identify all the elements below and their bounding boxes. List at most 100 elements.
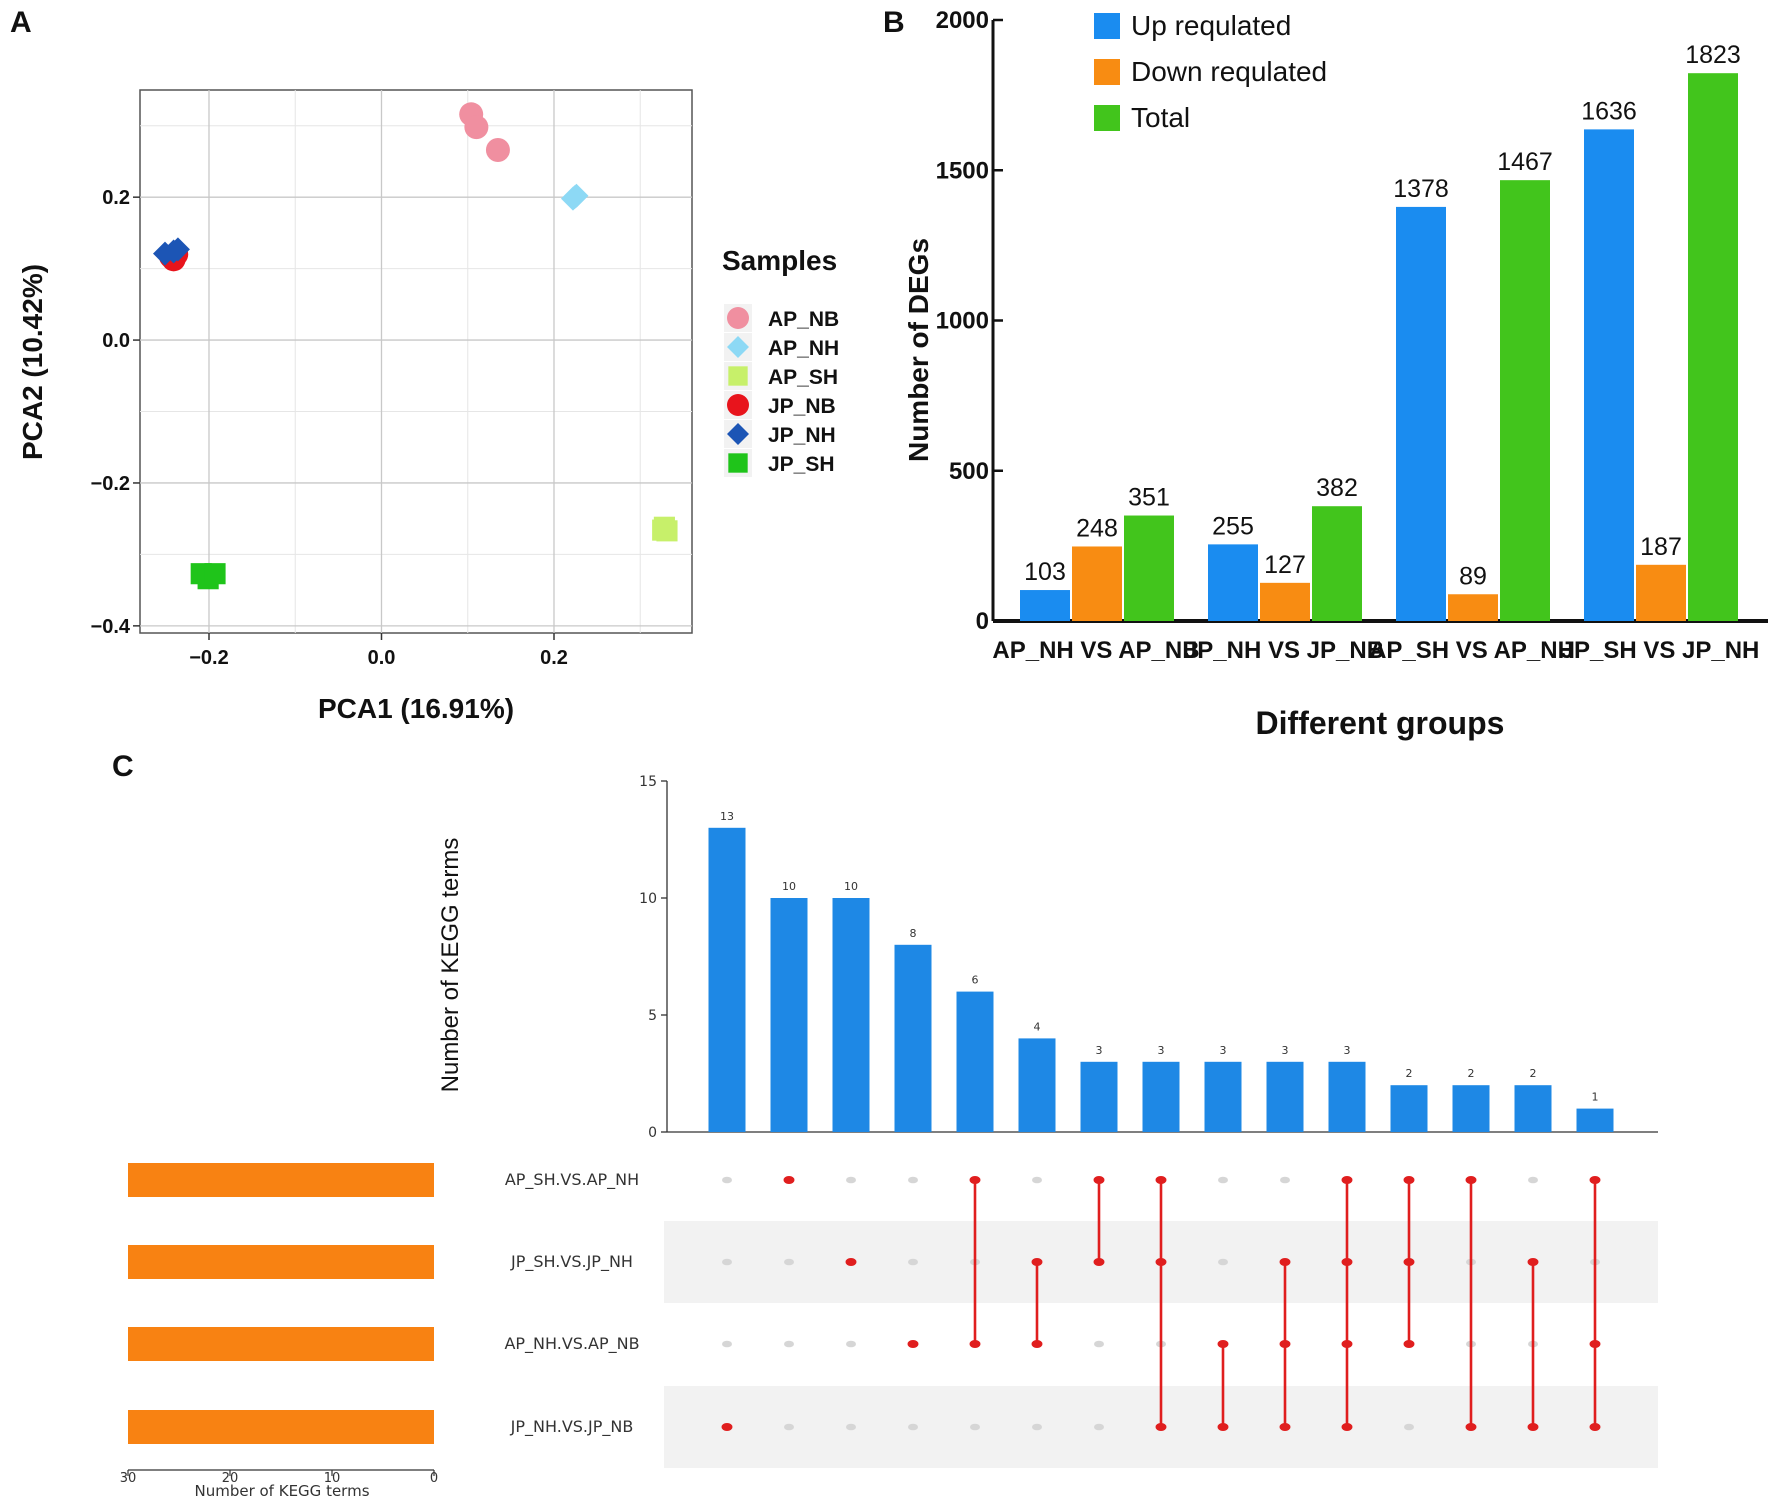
deg-bar-label: 187: [1640, 533, 1682, 561]
deg-bar-label: 382: [1316, 474, 1358, 502]
upset-bar: [1328, 1061, 1366, 1132]
upset-matrix-empty-dot: [846, 1176, 856, 1184]
set-size-tick-label: 30: [120, 1471, 137, 1486]
upset-bar: [1514, 1085, 1552, 1132]
upset-set-label: JP_SH.VS.JP_NH: [510, 1252, 633, 1272]
upset-bar: [1142, 1061, 1180, 1132]
deg-category-label: JP_NH VS JP_NB: [1184, 637, 1384, 664]
pca-legend-label: JP_NH: [768, 424, 836, 447]
upset-matrix-dot: [1093, 1258, 1105, 1266]
upset-bar-label: 3: [1282, 1044, 1289, 1057]
upset-matrix-dot: [1527, 1258, 1539, 1266]
deg-bar: [1020, 590, 1070, 621]
deg-y-tick-label: 1500: [936, 157, 989, 184]
upset-matrix-dot: [1589, 1423, 1601, 1431]
pca-legend-label: AP_NH: [768, 337, 839, 360]
panel-label-c: C: [112, 750, 134, 783]
pca-point-ap_sh: [652, 519, 674, 541]
upset-matrix-dot: [1093, 1176, 1105, 1184]
set-size-tick-label: 20: [222, 1471, 239, 1486]
upset-matrix-empty-dot: [970, 1423, 980, 1431]
deg-bar-label: 255: [1212, 512, 1254, 540]
upset-matrix-dot: [1155, 1176, 1167, 1184]
upset-matrix-dot: [1341, 1176, 1353, 1184]
deg-bar-label: 1467: [1497, 148, 1553, 176]
pca-gridlines: [140, 90, 692, 633]
upset-matrix-empty-dot: [908, 1423, 918, 1431]
deg-legend-label: Total: [1131, 102, 1190, 133]
deg-bar: [1208, 544, 1258, 621]
upset-set-bar: [128, 1245, 434, 1279]
upset-bar-label: 2: [1530, 1067, 1537, 1080]
deg-bar-label: 248: [1076, 514, 1118, 542]
upset-matrix-empty-dot: [846, 1340, 856, 1348]
deg-y-axis-title: Number of DEGs: [903, 238, 934, 462]
upset-y-tick-label: 5: [648, 1008, 657, 1024]
upset-matrix-empty-dot: [1094, 1423, 1104, 1431]
upset-set-bar: [128, 1327, 434, 1361]
upset-matrix-dot: [969, 1340, 981, 1348]
upset-set-bar: [128, 1410, 434, 1444]
deg-bar-label: 127: [1264, 551, 1306, 579]
deg-bar: [1688, 73, 1738, 622]
upset-matrix-dot: [1465, 1176, 1477, 1184]
upset-bar-label: 6: [972, 974, 979, 987]
upset-matrix-empty-dot: [722, 1176, 732, 1184]
deg-category-label: JP_SH VS JP_NH: [1561, 637, 1760, 664]
pca-plot-area: [139, 89, 693, 634]
upset-set-label: AP_NH.VS.AP_NB: [504, 1334, 639, 1354]
upset-matrix-empty-dot: [1280, 1176, 1290, 1184]
deg-bar: [1072, 546, 1122, 621]
upset-bar-label: 1: [1592, 1091, 1599, 1104]
upset-matrix-empty-dot: [1094, 1340, 1104, 1348]
upset-matrix-dot: [907, 1340, 919, 1348]
upset-matrix-dot: [1403, 1258, 1415, 1266]
pca-y-axis-title: PCA2 (10.42%): [17, 264, 48, 460]
deg-bar-label: 89: [1459, 562, 1487, 590]
upset-set-label: JP_NH.VS.JP_NB: [510, 1417, 634, 1437]
deg-bar: [1124, 515, 1174, 621]
upset-bar-label: 4: [1034, 1020, 1041, 1033]
deg-category-label: AP_NH VS AP_NB: [992, 637, 1199, 664]
deg-bar: [1636, 564, 1686, 621]
deg-bar-label: 1378: [1393, 175, 1449, 203]
pca-legend-key: [727, 307, 749, 329]
upset-matrix-dot: [1527, 1423, 1539, 1431]
upset-matrix-dot: [1217, 1423, 1229, 1431]
deg-bar: [1448, 594, 1498, 621]
upset-bar-label: 3: [1344, 1044, 1351, 1057]
upset-matrix-empty-dot: [846, 1423, 856, 1431]
deg-legend-label: Down requlated: [1131, 56, 1327, 87]
pca-legend-key: [727, 394, 749, 416]
upset-matrix-empty-dot: [1032, 1423, 1042, 1431]
upset-bar-label: 3: [1096, 1044, 1103, 1057]
upset-matrix: [721, 1176, 1601, 1431]
set-size-tick-label: 0: [430, 1471, 438, 1486]
deg-x-axis-title: Different groups: [1256, 705, 1505, 741]
pca-legend-title: Samples: [722, 245, 837, 276]
pca-point-jp_nh: [165, 237, 190, 262]
pca-legend-label: JP_NB: [768, 395, 836, 418]
pca-legend-label: AP_SH: [768, 366, 838, 389]
upset-bar-label: 10: [782, 880, 796, 893]
deg-bar-label: 1823: [1685, 41, 1741, 69]
upset-bar: [1266, 1061, 1304, 1132]
pca-legend-key: [727, 423, 749, 445]
upset-y-axis-title: Number of KEGG terms: [437, 838, 464, 1093]
upset-y-tick-label: 0: [648, 1125, 657, 1141]
upset-bar-label: 8: [910, 927, 917, 940]
upset-y-tick-label: 15: [639, 774, 657, 790]
deg-y-tick-label: 500: [949, 458, 989, 485]
upset-bar: [1080, 1061, 1118, 1132]
upset-y-tick-label: 10: [639, 891, 657, 907]
upset-bar: [894, 944, 932, 1132]
deg-category-label: AP_SH VS AP_NH: [1369, 637, 1575, 664]
upset-set-size-bars: AP_SH.VS.AP_NH JP_SH.VS.JP_NH AP_NH.VS.AP_…: [120, 1163, 640, 1486]
pca-legend-key: [728, 453, 748, 473]
pca-legend-key: [727, 336, 749, 358]
upset-bar: [770, 898, 808, 1132]
deg-bar: [1260, 582, 1310, 621]
upset-matrix-dot: [1589, 1176, 1601, 1184]
deg-y-tick-label: 1000: [936, 308, 989, 335]
upset-bar-label: 3: [1158, 1044, 1165, 1057]
